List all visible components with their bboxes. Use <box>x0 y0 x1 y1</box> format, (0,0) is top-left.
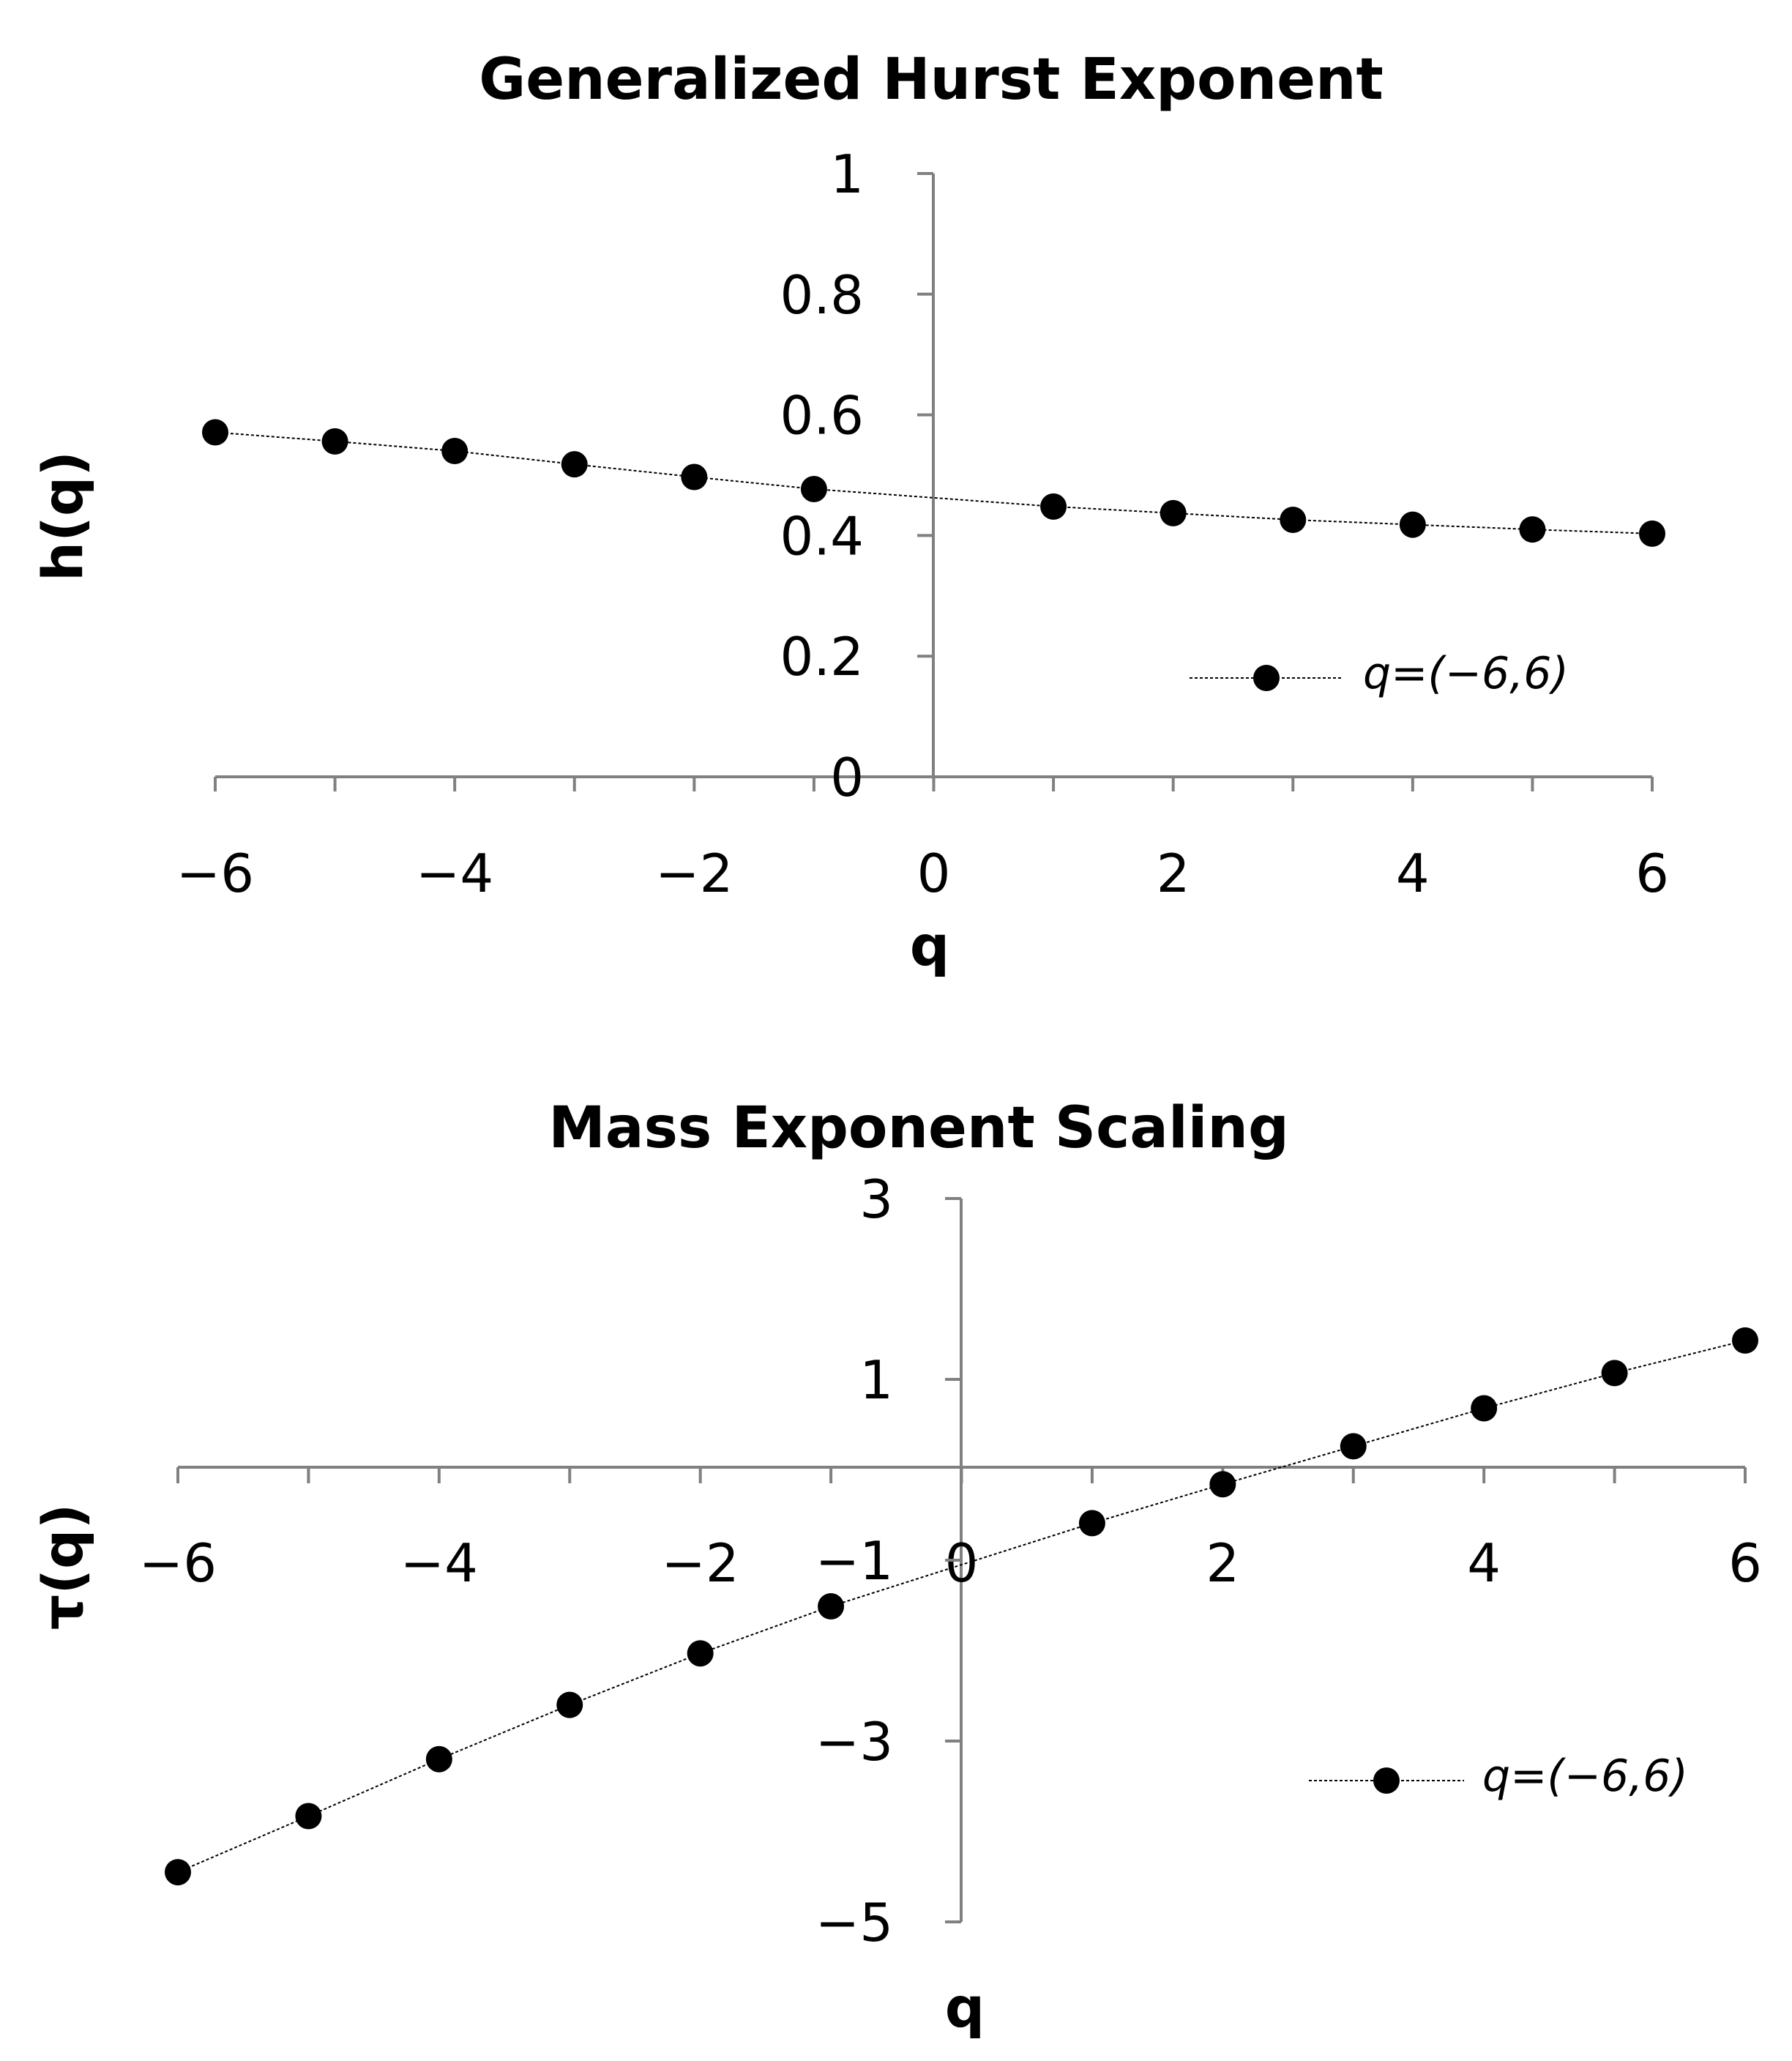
hurst-data-point <box>1160 499 1187 526</box>
mass-y-tick-label: 3 <box>859 1169 893 1230</box>
mass-x-axis-label: q <box>945 1975 985 2040</box>
hurst-x-tick-label: 6 <box>1635 843 1669 904</box>
mass-y-tick-label: −5 <box>815 1892 893 1953</box>
hurst-y-ticks: 0 0.2 0.4 0.6 0.8 1 <box>780 144 933 808</box>
hurst-x-tick-label: 2 <box>1157 843 1190 904</box>
mass-data-point <box>165 1859 191 1886</box>
mass-x-tick-label: 6 <box>1728 1532 1762 1594</box>
mass-data-point <box>1471 1395 1498 1422</box>
hurst-legend-marker <box>1253 665 1280 691</box>
hurst-data-point <box>800 475 827 502</box>
hurst-x-ticks: −6 −4 −2 0 2 4 6 <box>176 777 1669 904</box>
mass-data-point <box>1340 1433 1367 1460</box>
hurst-data-point <box>1040 493 1067 520</box>
hurst-data-point <box>441 438 468 465</box>
hurst-legend-label: q=(−6,6) <box>1363 648 1569 699</box>
hurst-x-tick-label: −4 <box>416 843 493 904</box>
hurst-legend: q=(−6,6) <box>1190 648 1569 699</box>
mass-exponent-chart: Mass Exponent Scaling −6 −4 −2 0 2 4 6 −5 −3 −1 1… <box>30 1095 1762 2040</box>
mass-data-point <box>1732 1327 1758 1354</box>
mass-data-point <box>425 1745 452 1773</box>
hurst-data-point <box>1280 506 1307 533</box>
hurst-data-point <box>561 451 588 478</box>
hurst-x-axis-label: q <box>910 913 949 978</box>
mass-data-point <box>556 1691 583 1718</box>
mass-data-point <box>1078 1510 1105 1537</box>
hurst-y-tick-label: 0 <box>830 747 864 808</box>
mass-y-tick-label: −1 <box>815 1530 893 1592</box>
hurst-x-tick-label: −6 <box>176 843 254 904</box>
mass-data-point <box>295 1803 322 1830</box>
hurst-data-point <box>202 419 228 446</box>
hurst-data-point <box>681 463 708 491</box>
hurst-chart: Generalized Hurst Exponent −6 −4 −2 0 2 4 6 00… <box>30 47 1669 978</box>
hurst-data-point <box>321 428 348 455</box>
hurst-x-tick-label: −2 <box>655 843 733 904</box>
mass-x-tick-label: 4 <box>1467 1532 1501 1594</box>
mass-x-tick-label: 2 <box>1206 1532 1239 1594</box>
mass-data-point <box>687 1640 714 1667</box>
hurst-y-tick-label: 0.2 <box>780 626 864 687</box>
hurst-y-tick-label: 1 <box>830 144 864 205</box>
mass-series <box>165 1327 1758 1886</box>
hurst-y-tick-label: 0.8 <box>780 264 864 326</box>
hurst-series <box>202 419 1665 547</box>
mass-data-point <box>1601 1360 1628 1387</box>
hurst-y-axis-label: h(q) <box>30 451 95 581</box>
hurst-series-line <box>214 431 1653 534</box>
mass-y-ticks: −5 −3 −1 1 3 <box>815 1169 961 1953</box>
hurst-x-tick-label: 4 <box>1396 843 1430 904</box>
hurst-x-tick-label: 0 <box>917 843 951 904</box>
mass-x-tick-label: −2 <box>662 1532 739 1594</box>
hurst-data-point <box>1519 516 1546 543</box>
mass-legend-marker <box>1373 1767 1400 1794</box>
mass-x-tick-label: −6 <box>139 1532 217 1594</box>
mass-y-tick-label: 1 <box>859 1349 893 1411</box>
hurst-data-point <box>1639 520 1665 547</box>
mass-chart-title: Mass Exponent Scaling <box>548 1095 1289 1161</box>
mass-x-ticks: −6 −4 −2 0 2 4 6 <box>139 1467 1762 1594</box>
mass-x-tick-label: 0 <box>945 1532 979 1594</box>
mass-x-tick-label: −4 <box>400 1532 478 1594</box>
mass-data-point <box>818 1592 845 1620</box>
mass-y-axis-label: τ(q) <box>30 1504 95 1630</box>
mass-y-tick-label: −3 <box>815 1711 893 1773</box>
hurst-y-tick-label: 0.6 <box>780 385 864 447</box>
mass-series-line <box>177 1339 1746 1873</box>
mass-data-point <box>1209 1471 1236 1498</box>
mass-legend: q=(−6,6) <box>1309 1751 1688 1802</box>
mass-legend-label: q=(−6,6) <box>1482 1751 1688 1802</box>
hurst-chart-title: Generalized Hurst Exponent <box>479 47 1384 113</box>
hurst-data-point <box>1399 511 1426 538</box>
hurst-y-tick-label: 0.4 <box>780 505 864 567</box>
